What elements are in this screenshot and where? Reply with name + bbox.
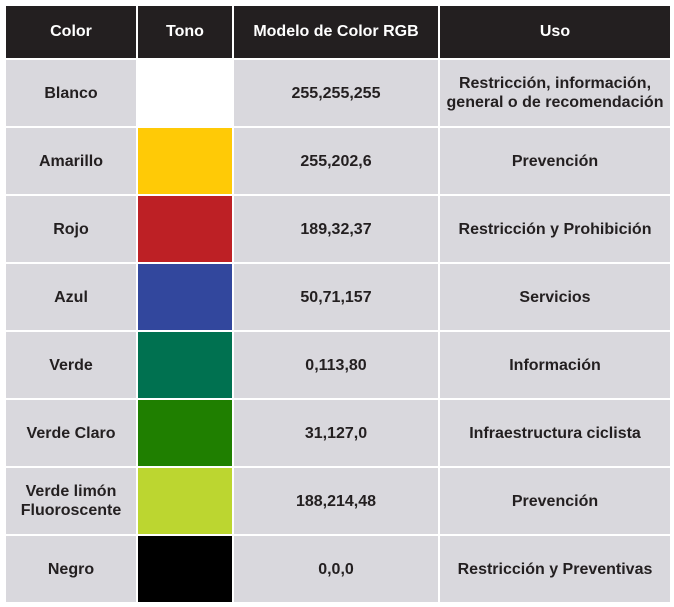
table-row: Verde 0,113,80 Información <box>6 332 670 398</box>
rgb-value: 0,0,0 <box>234 536 438 602</box>
color-swatch <box>138 536 232 602</box>
color-swatch <box>138 128 232 194</box>
color-name: Blanco <box>6 60 136 126</box>
color-name: Amarillo <box>6 128 136 194</box>
color-name: Negro <box>6 536 136 602</box>
color-swatch <box>138 400 232 466</box>
color-swatch <box>138 264 232 330</box>
header-tono: Tono <box>138 6 232 58</box>
rgb-value: 50,71,157 <box>234 264 438 330</box>
color-name: Verde Claro <box>6 400 136 466</box>
table-row: Verde Claro 31,127,0 Infraestructura cic… <box>6 400 670 466</box>
header-row: Color Tono Modelo de Color RGB Uso <box>6 6 670 58</box>
uso-value: Prevención <box>440 128 670 194</box>
rgb-value: 188,214,48 <box>234 468 438 534</box>
rgb-value: 0,113,80 <box>234 332 438 398</box>
color-table: Color Tono Modelo de Color RGB Uso Blanc… <box>4 4 672 604</box>
header-rgb: Modelo de Color RGB <box>234 6 438 58</box>
color-swatch <box>138 196 232 262</box>
uso-value: Restricción y Preventivas <box>440 536 670 602</box>
color-name: Verde limón Fluoroscente <box>6 468 136 534</box>
table-row: Verde limón Fluoroscente 188,214,48 Prev… <box>6 468 670 534</box>
uso-value: Restricción, información, general o de r… <box>440 60 670 126</box>
header-color: Color <box>6 6 136 58</box>
uso-value: Restricción y Prohibición <box>440 196 670 262</box>
table-row: Amarillo 255,202,6 Prevención <box>6 128 670 194</box>
rgb-value: 255,202,6 <box>234 128 438 194</box>
uso-value: Infraestructura ciclista <box>440 400 670 466</box>
color-name: Verde <box>6 332 136 398</box>
uso-value: Prevención <box>440 468 670 534</box>
uso-value: Servicios <box>440 264 670 330</box>
header-uso: Uso <box>440 6 670 58</box>
color-name: Rojo <box>6 196 136 262</box>
table-row: Negro 0,0,0 Restricción y Preventivas <box>6 536 670 602</box>
color-swatch <box>138 60 232 126</box>
color-swatch <box>138 468 232 534</box>
table-row: Blanco 255,255,255 Restricción, informac… <box>6 60 670 126</box>
table-row: Azul 50,71,157 Servicios <box>6 264 670 330</box>
color-name: Azul <box>6 264 136 330</box>
color-swatch <box>138 332 232 398</box>
table-row: Rojo 189,32,37 Restricción y Prohibición <box>6 196 670 262</box>
rgb-value: 189,32,37 <box>234 196 438 262</box>
color-table-container: Color Tono Modelo de Color RGB Uso Blanc… <box>4 4 672 604</box>
rgb-value: 255,255,255 <box>234 60 438 126</box>
uso-value: Información <box>440 332 670 398</box>
rgb-value: 31,127,0 <box>234 400 438 466</box>
